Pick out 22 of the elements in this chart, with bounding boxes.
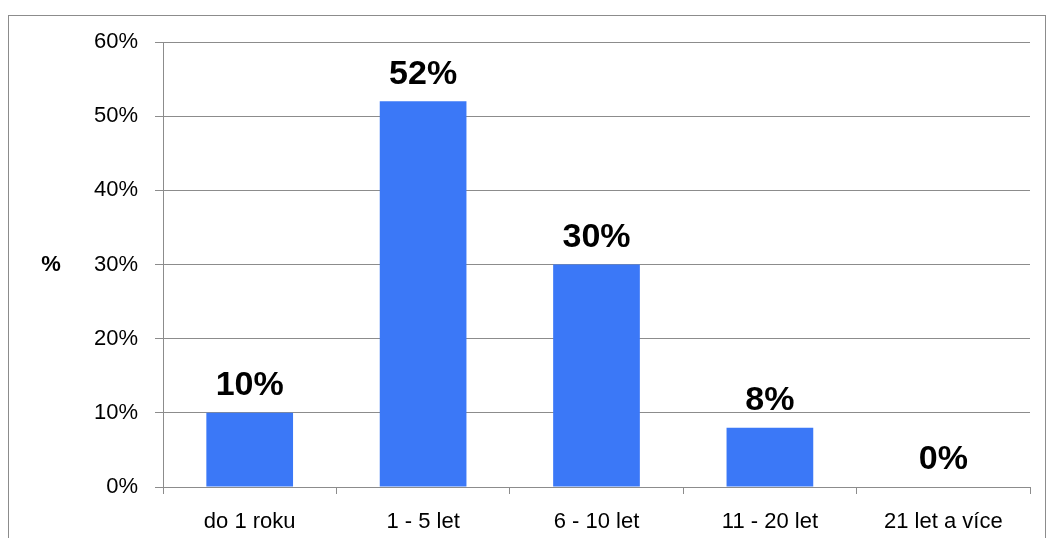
x-tick-label: 6 - 10 let (553, 508, 640, 534)
y-axis-title: % (41, 250, 61, 276)
bar (553, 264, 640, 487)
y-tick-label: 30% (93, 250, 138, 276)
x-tick-label: 21 let a více (883, 508, 1003, 534)
data-label: 8% (745, 379, 795, 418)
bar (206, 412, 294, 487)
x-tick-label: 1 - 5 let (386, 508, 460, 534)
y-tick-label: 0% (106, 473, 138, 499)
y-tick-label: 50% (93, 102, 138, 128)
x-tick-label: do 1 roku (203, 508, 296, 534)
y-tick-label: 60% (93, 28, 138, 54)
data-label: 52% (389, 52, 458, 91)
data-label: 10% (215, 364, 284, 403)
y-tick-label: 20% (93, 324, 138, 350)
y-tick-label: 10% (93, 398, 138, 424)
bar (379, 101, 467, 487)
x-tick-label: 11 - 20 let (721, 508, 819, 534)
bar (726, 427, 814, 487)
data-label: 0% (918, 438, 968, 477)
y-tick-label: 40% (93, 176, 138, 202)
data-label: 30% (562, 215, 631, 254)
